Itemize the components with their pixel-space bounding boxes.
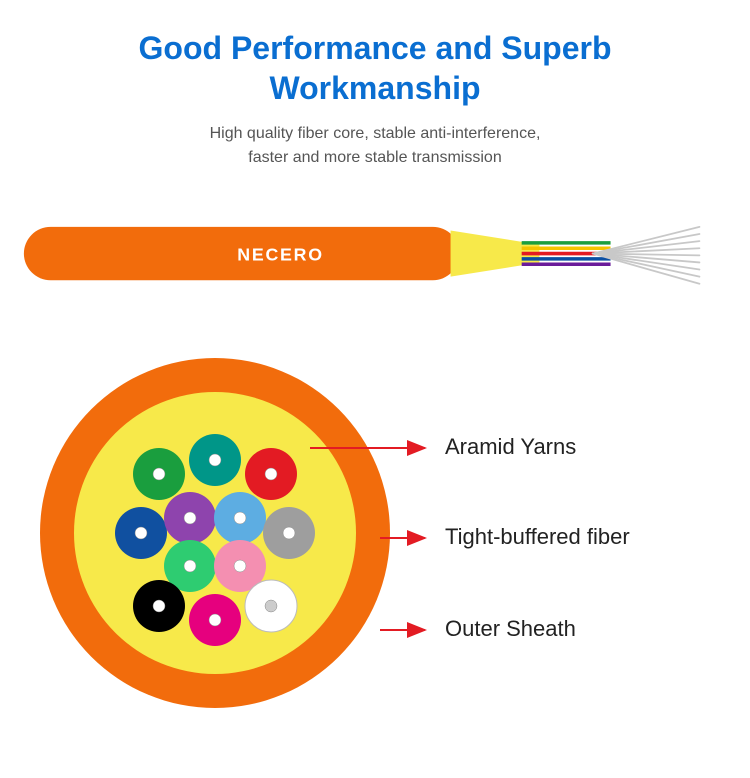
title-line-2: Workmanship [0, 68, 750, 108]
label-fiber-text: Tight-buffered fiber [445, 524, 630, 550]
subtitle-line-1: High quality fiber core, stable anti-int… [0, 122, 750, 146]
page-title: Good Performance and Superb Workmanship [0, 28, 750, 108]
label-fiber: Tight-buffered fiber [445, 524, 630, 550]
subtitle-line-2: faster and more stable transmission [0, 146, 750, 170]
page-subtitle: High quality fiber core, stable anti-int… [0, 122, 750, 170]
label-aramid-text: Aramid Yarns [445, 434, 576, 460]
label-sheath: Outer Sheath [445, 616, 576, 642]
label-sheath-text: Outer Sheath [445, 616, 576, 642]
cable-side-view: NECERO [0, 218, 750, 298]
label-aramid: Aramid Yarns [445, 434, 576, 460]
title-line-1: Good Performance and Superb [0, 28, 750, 68]
cable-cross-section [40, 358, 390, 708]
brand-text: NECERO [237, 245, 324, 265]
